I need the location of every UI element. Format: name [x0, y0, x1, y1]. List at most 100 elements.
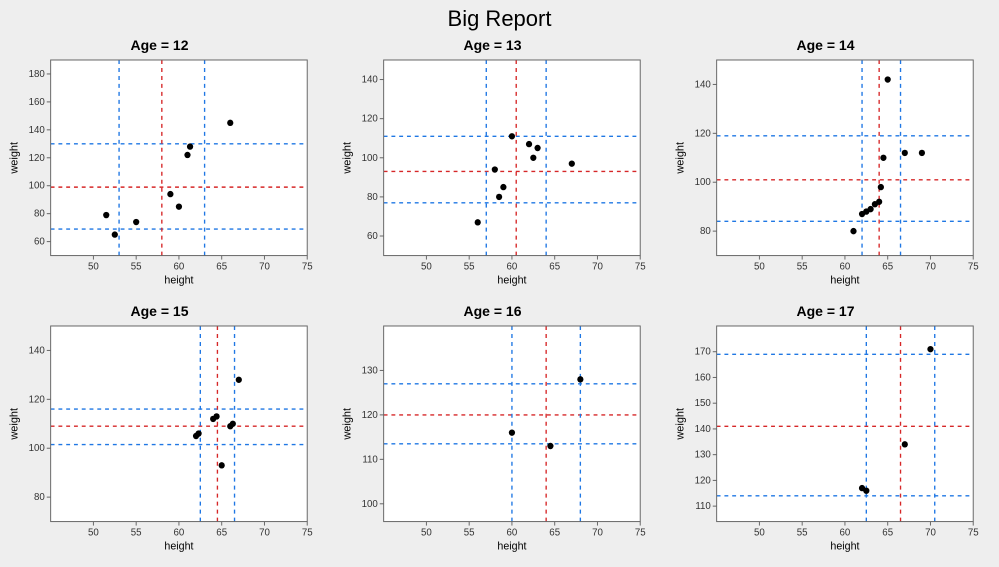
y-tick-label: 130: [695, 449, 712, 460]
panel-title: Age = 14: [797, 38, 855, 52]
data-point: [876, 199, 882, 205]
data-point: [885, 76, 891, 82]
x-tick-label: 60: [840, 527, 851, 538]
data-point: [880, 155, 886, 161]
data-point: [500, 184, 506, 190]
data-point: [492, 166, 498, 172]
data-point: [878, 184, 884, 190]
y-tick-label: 170: [695, 346, 712, 357]
data-point: [176, 203, 182, 209]
data-point: [236, 376, 242, 382]
y-tick-label: 110: [695, 501, 711, 512]
y-tick-label: 100: [29, 443, 46, 454]
y-tick-label: 100: [29, 181, 46, 192]
y-axis-label: weight: [9, 142, 21, 175]
panel-title: Age = 16: [464, 304, 522, 318]
chart-panel: Age = 125055606570756080100120140160180h…: [4, 38, 315, 290]
chart-panel: Age = 1750556065707511012013014015016017…: [670, 304, 981, 556]
x-tick-label: 55: [464, 261, 475, 272]
data-point: [534, 145, 540, 151]
y-tick-label: 140: [362, 74, 379, 85]
x-tick-label: 55: [464, 527, 475, 538]
x-tick-label: 75: [635, 527, 646, 538]
data-point: [112, 231, 118, 237]
data-point: [167, 191, 173, 197]
x-tick-label: 55: [797, 527, 808, 538]
x-tick-label: 50: [421, 261, 432, 272]
x-tick-label: 55: [131, 527, 142, 538]
data-point: [902, 441, 908, 447]
y-tick-label: 60: [367, 231, 378, 242]
y-tick-label: 120: [362, 409, 379, 420]
x-tick-label: 55: [797, 261, 808, 272]
x-axis-label: height: [830, 274, 859, 286]
data-point: [227, 120, 233, 126]
x-tick-label: 75: [968, 261, 979, 272]
y-tick-label: 100: [362, 498, 379, 509]
panel-title: Age = 12: [131, 38, 189, 52]
x-tick-label: 65: [216, 261, 227, 272]
scatter-plot: 5055606570756080100120140160180heightwei…: [4, 54, 315, 290]
plot-area: 505560657075100110120130heightweight: [337, 320, 648, 556]
y-tick-label: 140: [695, 423, 712, 434]
data-point: [569, 160, 575, 166]
x-tick-label: 50: [421, 527, 432, 538]
x-tick-label: 75: [968, 527, 979, 538]
data-point: [902, 150, 908, 156]
page-title: Big Report: [0, 0, 999, 34]
panel-title: Age = 17: [797, 304, 855, 318]
data-point: [577, 376, 583, 382]
x-tick-label: 70: [592, 261, 603, 272]
y-axis-label: weight: [675, 142, 687, 175]
scatter-plot: 5055606570756080100120140heightweight: [337, 54, 648, 290]
x-axis-label: height: [497, 274, 526, 286]
y-axis-label: weight: [675, 407, 687, 440]
y-tick-label: 150: [695, 398, 712, 409]
plot-area: 5055606570756080100120140160180heightwei…: [4, 54, 315, 290]
x-tick-label: 60: [174, 527, 185, 538]
x-tick-label: 70: [592, 527, 603, 538]
y-tick-label: 120: [362, 114, 379, 125]
x-axis-label: height: [164, 274, 193, 286]
x-tick-label: 65: [882, 261, 893, 272]
x-tick-label: 50: [88, 527, 99, 538]
x-tick-label: 50: [88, 261, 99, 272]
plot-area: 505560657075110120130140150160170heightw…: [670, 320, 981, 556]
x-tick-label: 60: [507, 527, 518, 538]
chart-panel: Age = 16505560657075100110120130heightwe…: [337, 304, 648, 556]
data-point: [496, 194, 502, 200]
chart-panel: Age = 1550556065707580100120140heightwei…: [4, 304, 315, 556]
y-tick-label: 130: [362, 365, 379, 376]
data-point: [509, 429, 515, 435]
x-tick-label: 65: [882, 527, 893, 538]
x-tick-label: 70: [925, 261, 936, 272]
y-tick-label: 140: [29, 345, 46, 356]
panel-grid: Age = 125055606570756080100120140160180h…: [0, 34, 999, 567]
x-tick-label: 75: [302, 261, 313, 272]
y-tick-label: 160: [29, 97, 46, 108]
data-point: [547, 442, 553, 448]
x-axis-label: height: [164, 540, 193, 552]
y-axis-label: weight: [342, 142, 354, 175]
x-axis-label: height: [830, 540, 859, 552]
plot-area: 50556065707580100120140heightweight: [670, 54, 981, 290]
data-point: [526, 141, 532, 147]
x-tick-label: 70: [259, 261, 270, 272]
x-axis-label: height: [497, 540, 526, 552]
report-page: Big Report Age = 12 50 55 60 65 70 75 60 80 100 12…: [0, 0, 999, 567]
data-point: [103, 212, 109, 218]
plot-area: 5055606570756080100120140heightweight: [337, 54, 648, 290]
data-point: [850, 228, 856, 234]
x-tick-label: 50: [754, 527, 765, 538]
x-tick-label: 65: [549, 527, 560, 538]
y-tick-label: 80: [34, 492, 45, 503]
data-point: [213, 413, 219, 419]
y-tick-label: 140: [695, 79, 712, 90]
data-point: [219, 462, 225, 468]
x-tick-label: 65: [549, 261, 560, 272]
x-tick-label: 60: [840, 261, 851, 272]
x-tick-label: 75: [635, 261, 646, 272]
x-tick-label: 70: [925, 527, 936, 538]
y-tick-label: 140: [29, 125, 46, 136]
x-tick-label: 55: [131, 261, 142, 272]
